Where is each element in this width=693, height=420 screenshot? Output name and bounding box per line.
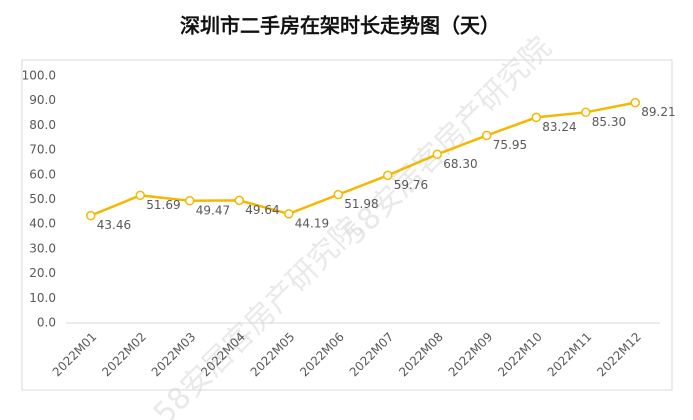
y-tick-label: 10.0 [29,291,56,305]
data-point [234,195,244,206]
watermark: 58安居客房产研究院 [147,210,368,420]
data-point [383,170,393,181]
data-label: 43.46 [97,218,131,232]
x-tick-label: 2022M01 [50,330,100,380]
data-label: 49.64 [245,203,279,217]
y-tick-label: 70.0 [29,143,56,157]
y-tick-label: 50.0 [29,192,56,206]
y-tick-label: 80.0 [29,118,56,132]
x-tick-label: 2022M06 [297,330,347,380]
data-point [135,190,145,201]
data-label: 51.69 [146,198,180,212]
data-label: 59.76 [394,178,428,192]
data-point [581,107,591,118]
data-point [482,130,492,141]
data-point [86,210,96,221]
data-label: 75.95 [493,138,527,152]
x-tick-label: 2022M08 [396,330,446,380]
y-tick-label: 20.0 [29,266,56,280]
data-label: 49.47 [196,203,230,217]
data-label: 51.98 [344,197,378,211]
x-tick-label: 2022M07 [347,330,397,380]
data-point [333,189,343,200]
y-tick-label: 90.0 [29,93,56,107]
data-line [90,101,636,217]
data-label: 89.21 [641,105,675,119]
data-point [630,97,640,108]
plot-frame [21,59,673,391]
chart-title: 深圳市二手房在架时长走势图（天） [180,14,500,38]
y-tick-label: 30.0 [29,241,56,255]
data-label: 85.30 [592,115,626,129]
x-tick-label: 2022M09 [446,330,496,380]
data-label: 44.19 [295,216,329,230]
x-tick-label: 2022M02 [99,330,149,380]
x-tick-label: 2022M11 [545,330,595,380]
data-point [284,209,294,219]
x-tick-label: 2022M12 [594,330,644,380]
x-tick-label: 2022M10 [495,330,545,380]
data-point [185,196,195,206]
data-point [432,149,442,160]
y-tick-label: 40.0 [29,217,56,231]
data-label: 83.24 [542,120,576,134]
data-label: 68.30 [443,157,477,171]
y-tick-label: 60.0 [29,167,56,181]
y-tick-label: 100.0 [22,69,56,83]
y-tick-label: 0.0 [37,316,56,330]
data-point [531,112,541,123]
